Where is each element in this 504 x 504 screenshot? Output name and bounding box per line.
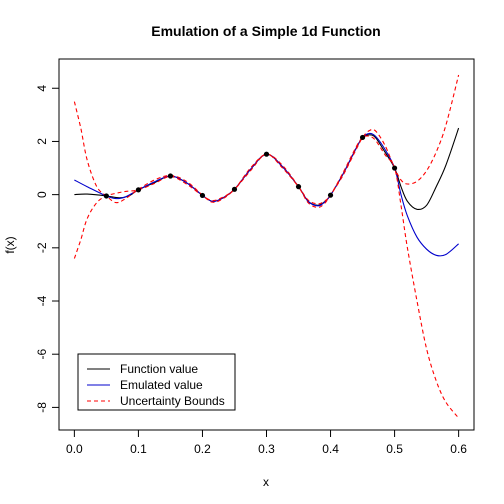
legend-label: Function value — [120, 362, 198, 376]
series-line-1 — [74, 132, 459, 257]
x-tick-label: 0.2 — [194, 442, 211, 456]
y-tick-label: -2 — [35, 242, 49, 253]
observed-point — [135, 187, 142, 193]
observed-point — [231, 186, 238, 192]
y-tick-label: -4 — [35, 295, 49, 306]
observed-point — [167, 173, 174, 179]
series-line-0 — [74, 127, 460, 211]
observed-point — [359, 134, 366, 141]
observed-point — [295, 184, 302, 190]
y-tick-label: 0 — [35, 191, 49, 198]
x-tick-label: 0.5 — [386, 442, 403, 456]
observed-point — [327, 192, 334, 198]
y-tick-label: -6 — [35, 349, 49, 360]
legend-label: Uncertainty Bounds — [120, 394, 225, 408]
legend: Function value Emulated value Uncertainty … — [77, 353, 236, 411]
y-tick-label: -8 — [35, 402, 49, 413]
observed-point — [199, 192, 206, 199]
observed-point — [391, 165, 398, 171]
legend-label: Emulated value — [120, 378, 203, 392]
x-tick-label: 0.0 — [66, 442, 83, 456]
y-axis: -8 -6 -4 -2 0 2 4 — [35, 85, 60, 413]
y-axis-label: f(x) — [3, 236, 17, 253]
y-tick-label: 4 — [35, 85, 49, 92]
observed-point — [263, 151, 270, 157]
observed-point — [103, 193, 109, 199]
chart-title: Emulation of a Simple 1d Function — [151, 23, 380, 39]
observed-points — [103, 134, 398, 199]
x-tick-label: 0.1 — [130, 442, 147, 456]
x-tick-label: 0.3 — [258, 442, 275, 456]
x-tick-label: 0.4 — [322, 442, 339, 456]
x-tick-label: 0.6 — [450, 442, 467, 456]
y-tick-label: 2 — [35, 138, 49, 145]
x-axis-label: x — [263, 475, 269, 489]
x-axis: 0.0 0.1 0.2 0.3 0.4 0.5 0.6 — [66, 429, 467, 456]
